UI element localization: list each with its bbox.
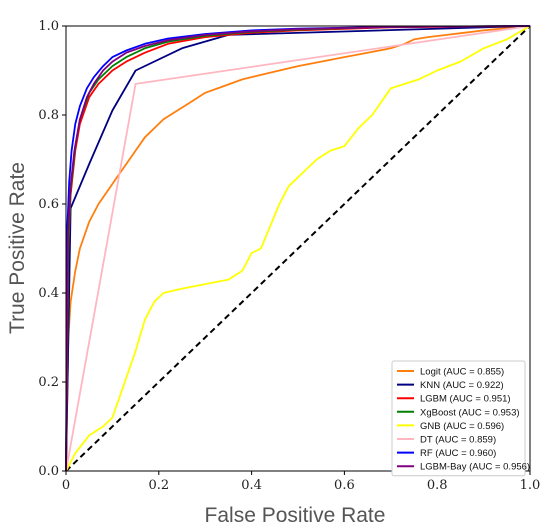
series-line-5 (65, 25, 531, 472)
legend-label: RF (AUC = 0.960) (420, 448, 496, 459)
x-tick-label: 0.2 (148, 478, 169, 493)
y-tick-label: 0.2 (38, 375, 59, 390)
legend-label: Logit (AUC = 0.855) (420, 367, 504, 378)
series-line-8 (65, 25, 531, 472)
x-tick-label: 0.4 (241, 478, 262, 493)
x-tick-label: 0.8 (427, 478, 448, 493)
y-tick-label: 0.8 (38, 108, 59, 123)
legend: Logit (AUC = 0.855) KNN (AUC = 0.922) LGBM… (391, 360, 530, 477)
legend-label: DT (AUC = 0.859) (420, 435, 496, 446)
diagonal-reference-line (65, 25, 531, 472)
legend-label: LGBM-Bay (AUC = 0.956) (420, 462, 530, 473)
y-tick-label: 0.6 (38, 197, 59, 212)
plot-area (65, 25, 531, 472)
y-tick-label: 0.0 (38, 464, 59, 479)
x-tick-label: 0 (62, 478, 70, 493)
axes: 0 0.2 0.4 0.6 0.8 1.0 0.0 0.2 0.4 0.6 0.8 1.0 (38, 19, 540, 493)
legend-label: LGBM (AUC = 0.951) (420, 394, 511, 405)
series-line-6 (65, 25, 531, 472)
legend-box (391, 360, 526, 477)
legend-label: GNB (AUC = 0.596) (420, 421, 504, 432)
x-axis-label: False Positive Rate (205, 504, 386, 527)
x-tick-label: 0.6 (334, 478, 355, 493)
y-axis-label: True Positive Rate (6, 162, 29, 334)
legend-label: KNN (AUC = 0.922) (420, 380, 504, 391)
series-line-1 (65, 25, 531, 472)
y-tick-label: 1.0 (38, 19, 59, 34)
legend-label: XgBoost (AUC = 0.953) (420, 407, 520, 418)
axes-frame (65, 25, 531, 472)
series-line-2 (65, 25, 531, 472)
y-tick-label: 0.4 (38, 286, 59, 301)
x-tick-label: 1.0 (520, 478, 541, 493)
